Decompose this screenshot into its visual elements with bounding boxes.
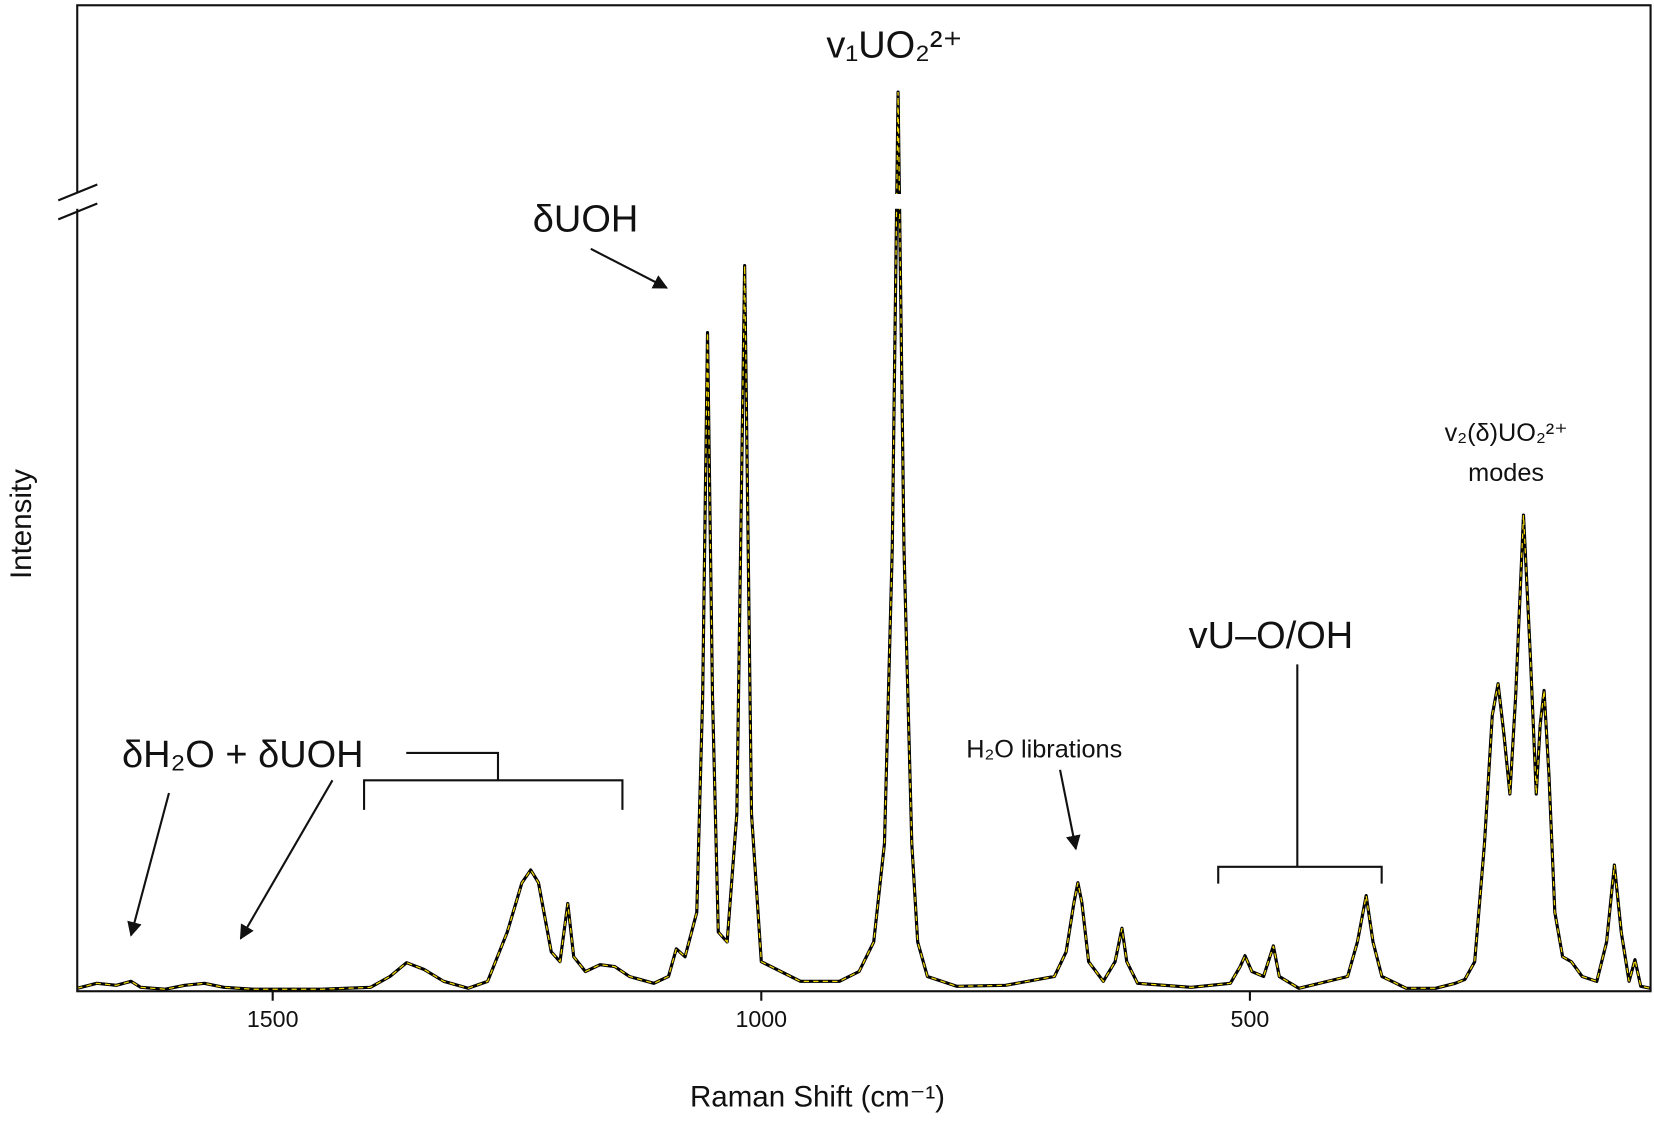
x-tick-label: 500 (1231, 1006, 1270, 1032)
axis-break-gap (883, 194, 910, 209)
plot-area (76, 90, 1651, 991)
annotation: H₂O librations (966, 735, 1122, 763)
arrow (239, 779, 334, 940)
arrow (590, 247, 669, 289)
bracket (363, 751, 624, 810)
x-tick-label: 1500 (247, 1006, 299, 1032)
annotation: v₁UO₂²⁺ (826, 24, 962, 66)
annotation: v₂(δ)UO₂²⁺ (1445, 419, 1568, 447)
x-axis-label: Raman Shift (cm⁻¹) (690, 1081, 945, 1114)
y-axis-label: Intensity (5, 469, 38, 579)
axis-break (57, 202, 98, 221)
axis-break-gap (63, 191, 91, 209)
spectrum-line (76, 90, 1651, 991)
annotation: δH₂O + δUOH (122, 734, 364, 776)
axis-break (57, 183, 98, 202)
annotation: modes (1468, 459, 1544, 487)
arrow (1059, 769, 1081, 851)
arrow (127, 792, 171, 937)
fit-line (77, 92, 1651, 990)
annotation: δUOH (533, 198, 638, 240)
bracket (1217, 664, 1383, 884)
x-tick-label: 1000 (736, 1006, 788, 1032)
annotation: vU–O/OH (1189, 615, 1354, 657)
plot-frame (76, 4, 1652, 993)
